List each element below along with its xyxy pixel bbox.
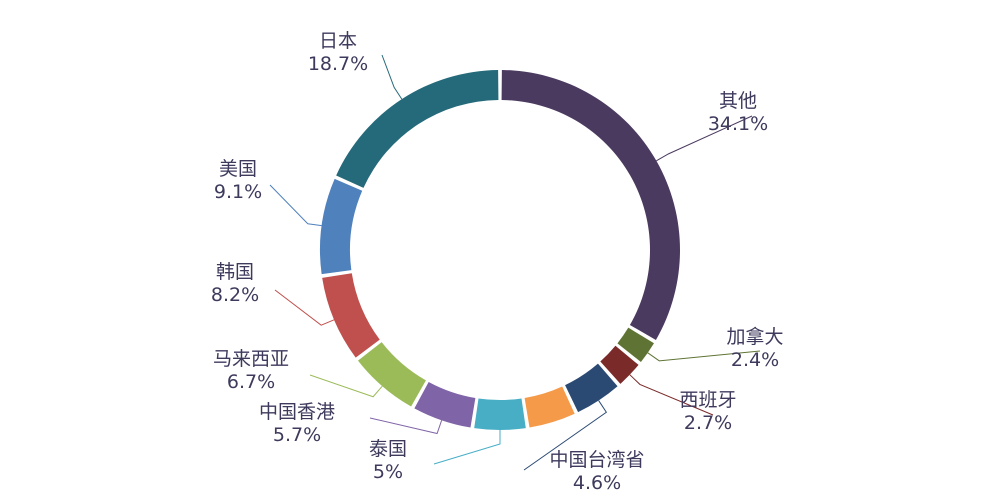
slice-1 [501,70,680,340]
slice-4 [565,363,618,413]
slice-value-3: 2.7% [684,412,732,434]
slice-10 [319,178,363,275]
slice-value-10: 9.1% [214,181,262,203]
slice-2 [617,327,654,362]
slice-6 [474,398,526,430]
slice-label-3: 西班牙 [679,389,736,411]
slice-label-1: 其他 [719,90,757,112]
slice-value-7: 5.7% [273,424,321,446]
leader-line-9 [274,289,335,326]
leader-line-3 [629,374,714,416]
slice-value-8: 6.7% [227,371,275,393]
slice-7 [414,381,476,428]
leader-line-10 [269,184,322,227]
slice-3 [600,345,639,384]
leader-line-7 [369,417,443,435]
leader-line-1 [656,115,753,162]
slice-label-2: 加拿大 [726,325,783,348]
slice-value-1: 34.1% [708,113,768,135]
slice-value-4: 4.6% [573,472,621,494]
slice-label-8: 马来西亚 [213,348,289,370]
leader-line-2 [647,350,761,362]
leader-line-8 [309,374,383,398]
leader-line-6 [433,430,501,465]
slice-value-2: 2.4% [731,349,779,371]
slice-9 [322,273,380,358]
slice-value-9: 8.2% [211,284,259,306]
slice-label-4: 中国台湾省 [549,449,644,471]
slice-label-10: 美国 [219,158,257,180]
slice-5 [524,386,575,428]
slice-value-11: 18.7% [308,53,368,75]
slice-label-6: 泰国 [369,438,407,460]
leader-line-4 [523,400,608,471]
leader-line-11 [381,54,403,100]
slice-11 [336,70,499,188]
slice-label-7: 中国香港 [259,401,335,423]
slice-label-11: 日本 [319,30,357,52]
slice-label-9: 韩国 [216,261,254,283]
slice-value-6: 5% [373,461,403,483]
slice-8 [357,342,426,407]
